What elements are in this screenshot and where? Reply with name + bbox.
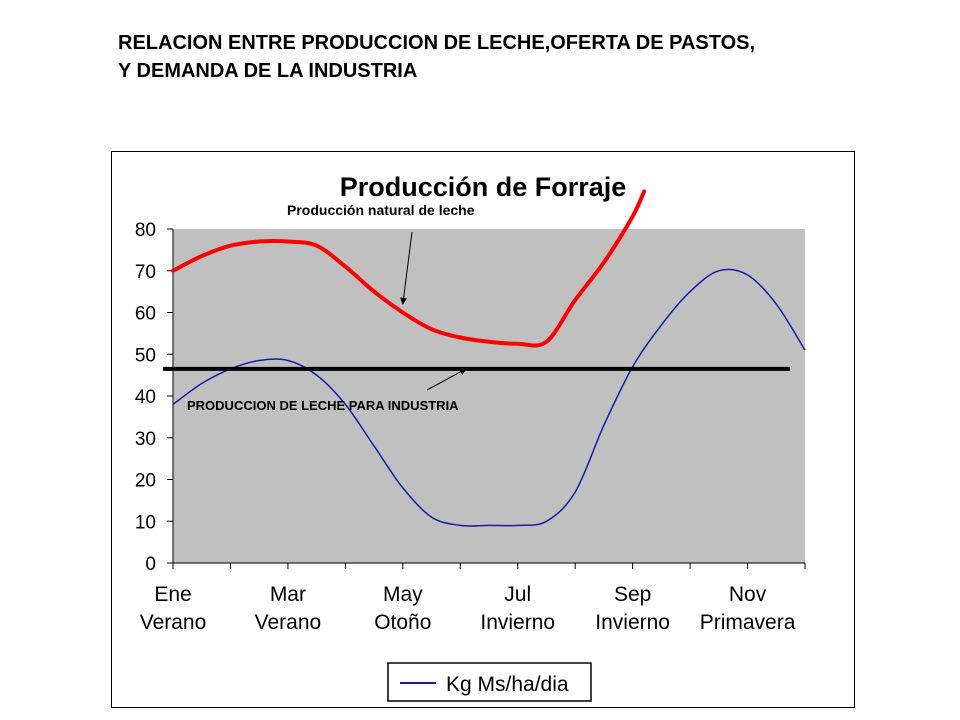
x-tick-label-month: Mar	[270, 583, 306, 606]
x-axis: Ene Verano Mar Verano May Otoño Jul Invierno Sep…	[140, 562, 806, 634]
y-tick-label: 50	[135, 345, 156, 366]
legend-label-forage: Kg Ms/ha/dia	[446, 673, 569, 696]
legend: Kg Ms/ha/dia	[387, 662, 592, 702]
x-tick-label-month: Nov	[729, 583, 767, 606]
page-heading-line-1: RELACION ENTRE PRODUCCION DE LECHE,OFERT…	[118, 32, 756, 54]
y-tick-label: 60	[135, 304, 156, 325]
x-tick-label-season: Invierno	[480, 611, 555, 634]
x-tick-label-season: Primavera	[700, 611, 796, 634]
plot-area	[173, 229, 805, 563]
x-tick-label-month: May	[383, 583, 423, 606]
y-axis: 0 10 20 30 40 50 60 70 80	[135, 220, 174, 575]
page-heading-line-2: Y DEMANDA DE LA INDUSTRIA	[118, 60, 418, 82]
y-tick-label: 30	[135, 429, 156, 450]
y-tick-label: 70	[135, 262, 156, 283]
x-tick-label-season: Verano	[140, 611, 207, 634]
page-heading: RELACION ENTRE PRODUCCION DE LECHE,OFERT…	[118, 29, 755, 85]
x-tick-label-month: Ene	[154, 583, 191, 606]
y-tick-label: 0	[145, 554, 156, 575]
x-tick-label-season: Verano	[255, 611, 322, 634]
x-tick-label-month: Jul	[504, 583, 531, 606]
y-tick-label: 20	[135, 471, 156, 492]
y-tick-label: 80	[135, 220, 156, 241]
y-tick-label: 10	[135, 512, 156, 533]
milk-annotation-label: Producción natural de leche	[287, 202, 475, 218]
chart-title: Producción de Forraje	[340, 172, 627, 202]
x-tick-label-season: Otoño	[374, 611, 431, 634]
x-tick-label-season: Invierno	[595, 611, 670, 634]
series-line-forage	[172, 268, 806, 527]
industry-annotation-arrow	[426, 368, 467, 391]
y-tick-label: 40	[135, 387, 156, 408]
milk-annotation-arrow	[400, 231, 413, 305]
series-line-milk	[171, 189, 647, 348]
industry-annotation-label: PRODUCCION DE LECHE PARA INDUSTRIA	[187, 398, 459, 413]
x-tick-label-month: Sep	[614, 583, 651, 606]
